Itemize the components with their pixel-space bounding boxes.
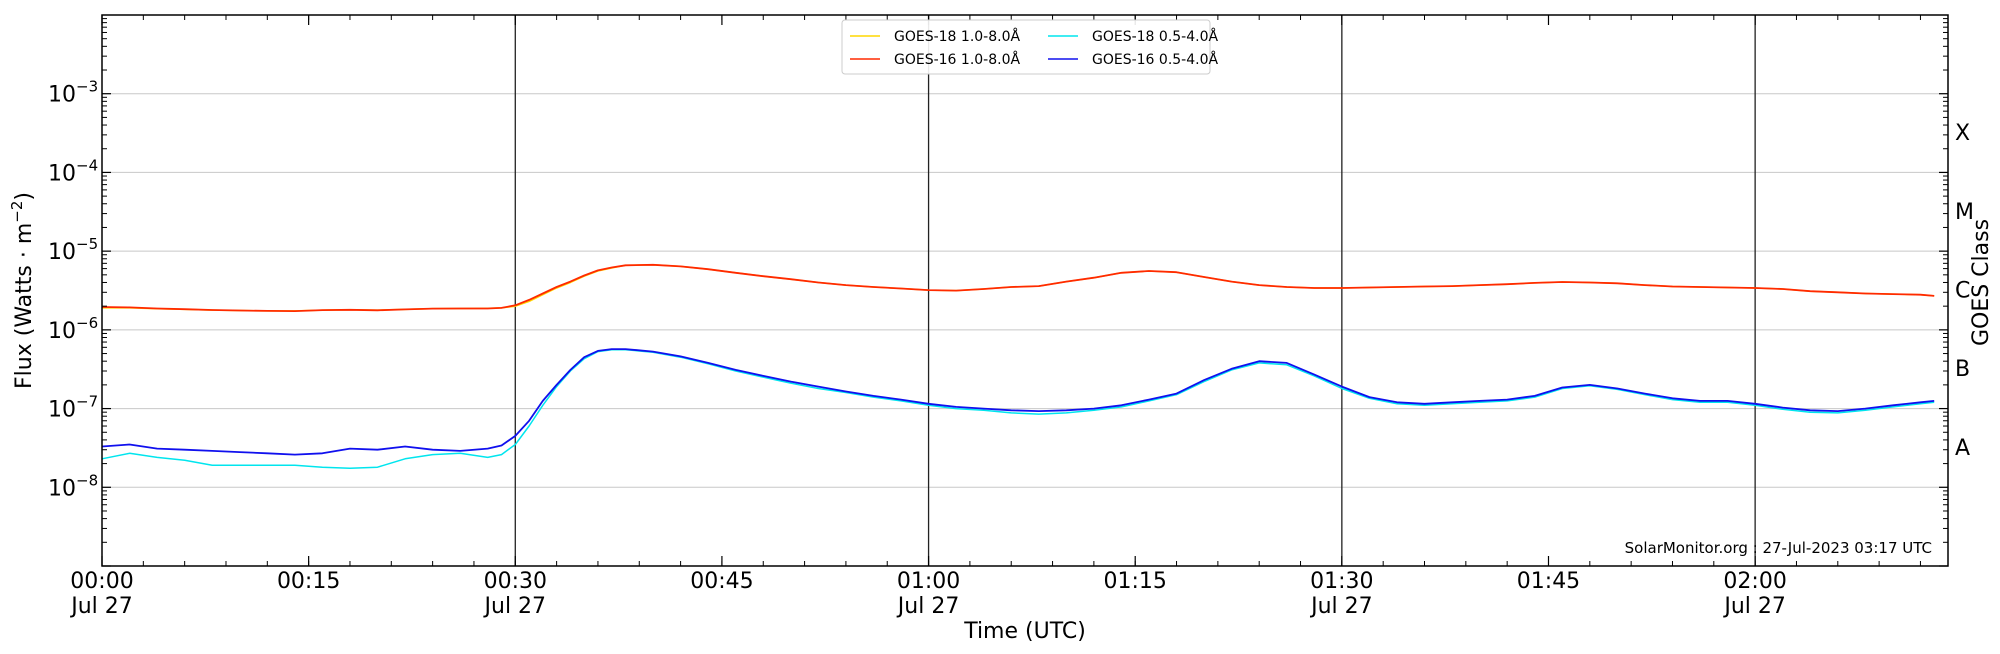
x-tick-date-label: Jul 27 [1722,594,1786,619]
y-axis-title-exponent: −2 [8,201,26,223]
legend-label: GOES-18 1.0-8.0Å [894,28,1020,45]
y-tick-exponent: −8 [76,471,98,489]
x-tick-date-label: Jul 27 [69,594,133,619]
x-tick-label: 00:45 [690,569,753,594]
x-tick-label: 01:30 [1310,569,1373,594]
y-tick-exponent: −7 [76,393,98,411]
y-tick-base: 10 [48,319,76,344]
y-tick-exponent: −4 [76,156,98,174]
x-tick-label: 01:00 [897,569,960,594]
legend-label: GOES-16 1.0-8.0Å [894,51,1020,68]
goes-class-label: A [1955,436,1970,461]
x-tick-date-label: Jul 27 [896,594,960,619]
plot-frame [101,14,1949,567]
series-line-goes-16-1-0-8-0- [101,263,1935,313]
goes-class-label: C [1955,279,1970,304]
x-tick-date-label: Jul 27 [483,594,547,619]
series-layer [101,263,1935,469]
y-tick-layer: 10−310−410−510−610−710−8 [48,18,1948,567]
x-tick-label: 02:00 [1723,569,1786,594]
y-tick-base: 10 [48,161,76,186]
legend-box [841,19,1211,75]
credit-text: SolarMonitor.org : 27-Jul-2023 03:17 UTC [1625,539,1932,557]
x-axis-title: Time (UTC) [963,619,1086,644]
y-tick-exponent: −6 [76,314,98,332]
goes-class-layer: X M C B A [1955,121,1974,461]
y-tick-label: 10−5 [48,235,98,265]
y-tick-label: 10−8 [48,471,98,501]
y-tick-label: 10−6 [48,314,98,344]
y-tick-exponent: −5 [76,235,98,253]
y-axis-title: Flux (Watts · m−2) [8,192,37,389]
series-line-goes-16-0-5-4-0- [101,348,1935,456]
y-tick-label: 10−3 [48,78,98,108]
goes-class-axis-title: GOES Class [1969,219,1994,346]
legend-label: GOES-16 0.5-4.0Å [1092,51,1218,68]
x-tick-label: 00:30 [484,569,547,594]
y-tick-base: 10 [48,240,76,265]
goes-class-label: X [1955,121,1970,146]
goes-class-label: M [1955,200,1974,225]
x-tick-label: 01:45 [1517,569,1580,594]
y-axis-title-end: ) [12,192,37,201]
grid-layer [102,93,1948,488]
y-axis-title-main: Flux (Watts · m [12,223,37,389]
y-tick-base: 10 [48,398,76,423]
y-tick-label: 10−7 [48,393,98,423]
y-tick-label: 10−4 [48,156,98,186]
x-tick-label: 00:00 [70,569,133,594]
x-tick-date-label: Jul 27 [1309,594,1373,619]
series-line-goes-18-1-0-8-0- [102,264,1935,312]
x-tick-label: 00:15 [277,569,340,594]
legend: GOES-18 1.0-8.0Å GOES-18 0.5-4.0Å GOES-16 … [841,19,1218,75]
x-tick-label: 01:15 [1104,569,1167,594]
vertical-marker-layer [514,15,1756,566]
legend-label: GOES-18 0.5-4.0Å [1092,28,1218,45]
goes-class-label: B [1955,357,1970,382]
y-tick-base: 10 [48,83,76,108]
y-tick-exponent: −3 [76,78,98,96]
y-tick-base: 10 [48,476,76,501]
